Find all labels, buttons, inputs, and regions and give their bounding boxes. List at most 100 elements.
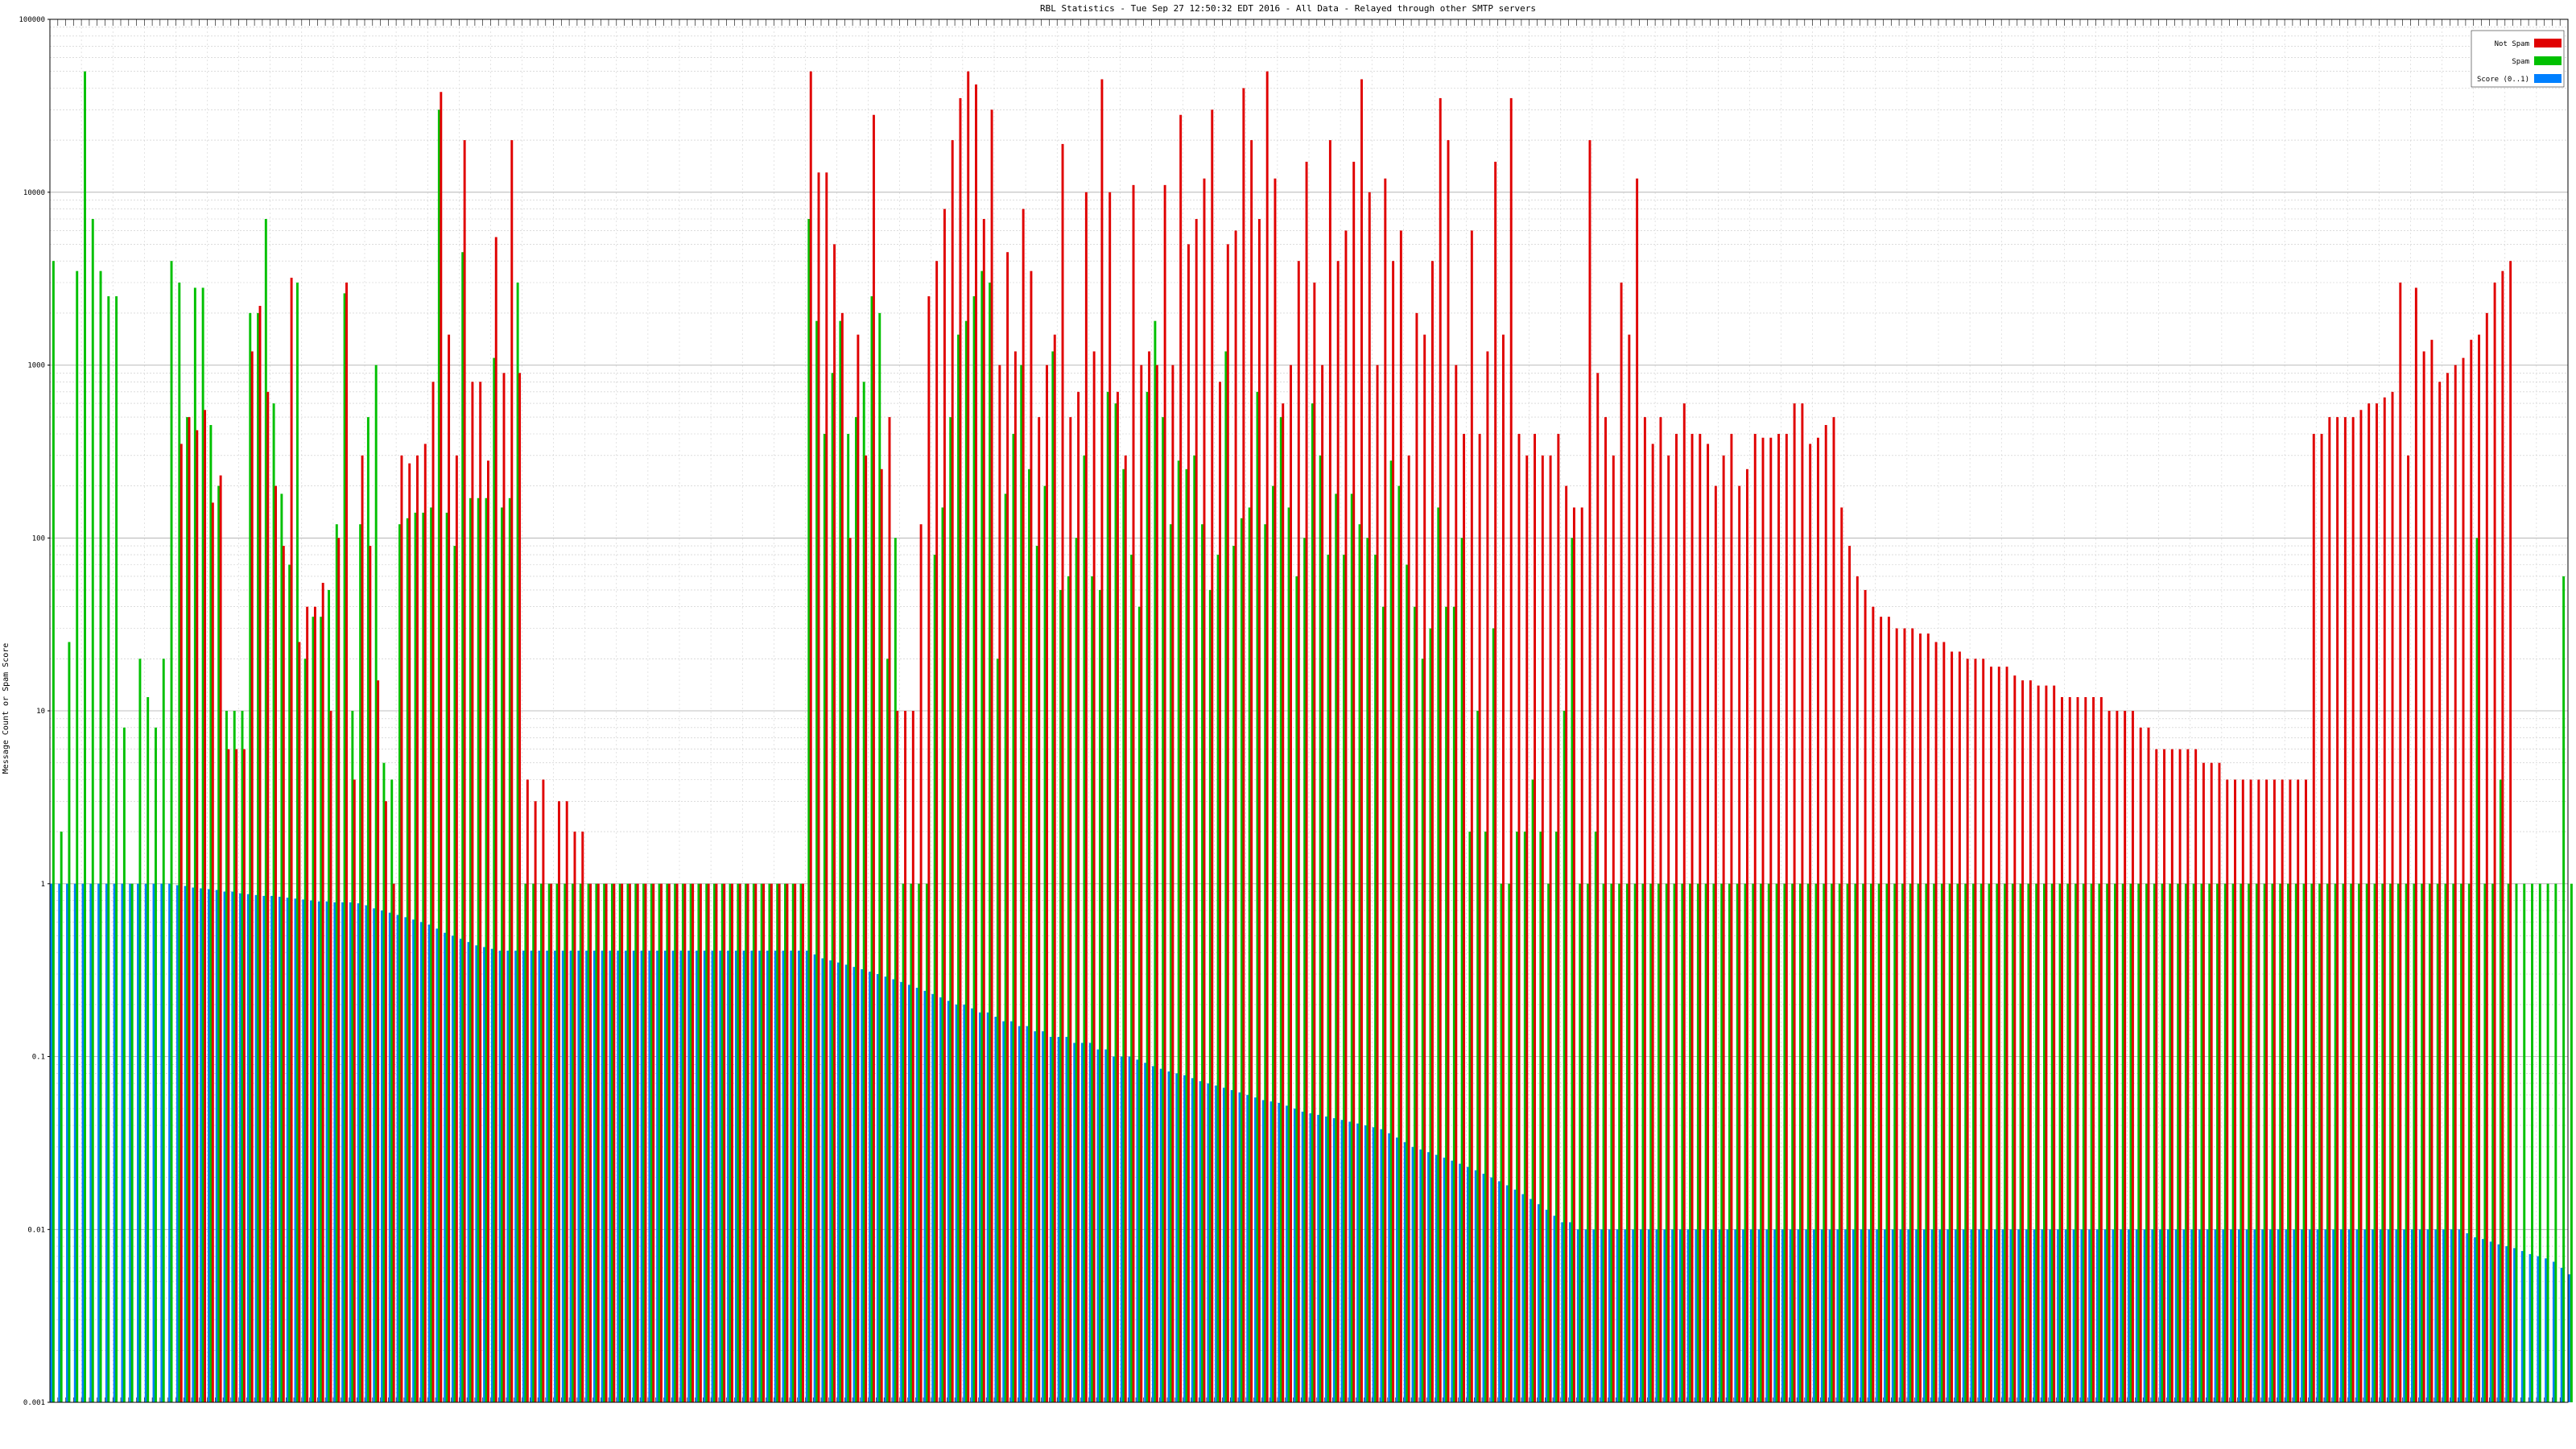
bar-spam [1649,883,1653,1402]
bar-not-spam [1746,469,1748,1402]
bar-score [1978,1229,1981,1402]
bar-not-spam [392,883,395,1402]
bar-not-spam [2178,749,2182,1402]
bar-spam [1988,883,1991,1402]
bar-not-spam [1690,433,1694,1403]
bar-score [1222,1088,1225,1402]
bar-spam [303,658,307,1402]
bar-spam [2027,883,2030,1402]
bar-score [317,901,320,1402]
bar-spam [989,283,992,1402]
bar-spam [2271,883,2274,1402]
bar-not-spam [211,502,214,1403]
bar-score [1797,1229,1800,1402]
bar-not-spam [1753,433,1757,1403]
bar-score [609,950,612,1402]
bar-not-spam [471,382,474,1402]
bar-not-spam [2399,283,2402,1402]
bar-score [1742,1229,1745,1402]
bar-score [2237,1229,2240,1402]
bar-spam [996,658,999,1402]
bar-score [1136,1059,1139,1402]
bar-spam [217,485,221,1402]
bar-score [1317,1114,1320,1402]
legend-swatch-spam [2534,56,2562,65]
y-tick-label: 100000 [19,16,45,24]
bar-not-spam [1974,658,1977,1402]
bar-score [2316,1229,2319,1402]
bar-spam [138,658,142,1402]
bar-spam [539,883,543,1402]
bar-not-spam [2376,403,2378,1402]
bar-spam [1343,555,1345,1402]
bar-spam [1846,883,1849,1402]
bar-spam [2570,883,2573,1402]
bar-spam [980,270,984,1402]
bar-spam [1736,883,1739,1402]
bar-score [175,885,179,1402]
bar-spam [2499,779,2502,1402]
bar-not-spam [1415,312,1418,1403]
bar-spam [1712,883,1715,1402]
bar-score [1396,1137,1398,1402]
y-tick-label: 10 [36,708,45,716]
bar-score [734,950,737,1402]
bar-score [2025,1229,2028,1402]
bar-spam [2145,883,2149,1402]
bar-spam [2082,883,2085,1402]
bar-not-spam [1463,433,1466,1403]
bar-spam [1610,883,1613,1402]
bar-score [2009,1229,2013,1402]
bar-score [1915,1229,1918,1402]
bar-not-spam [1824,424,1827,1402]
bar-score [2552,1261,2555,1402]
bar-score [798,950,801,1402]
bar-spam [1492,628,1495,1402]
bar-spam [1854,883,1857,1402]
bar-spam [1114,403,1117,1402]
bar-not-spam [2328,417,2331,1402]
bar-not-spam [250,351,254,1402]
bar-spam [99,270,102,1402]
bar-spam [1673,883,1676,1402]
bar-score [656,950,659,1402]
bar-spam [1012,433,1015,1403]
bar-spam [186,417,189,1402]
bar-not-spam [967,71,970,1402]
bar-score [436,928,439,1402]
bar-spam [264,219,267,1402]
bar-score [1301,1111,1304,1402]
bar-spam [52,261,55,1403]
bar-spam [941,507,944,1403]
bar-spam [1783,883,1786,1402]
bar-score [349,902,352,1402]
bar-spam [1421,658,1424,1402]
bar-spam [178,283,181,1402]
bar-score [1962,1229,1965,1402]
bar-not-spam [1785,433,1788,1403]
bar-spam [1917,883,1920,1402]
bar-spam [1665,883,1668,1402]
bar-not-spam [825,172,828,1402]
bar-score [2340,1229,2343,1402]
bar-spam [1201,524,1204,1402]
bar-score [1088,1042,1092,1402]
bar-spam [2184,883,2187,1402]
bar-spam [249,312,252,1403]
bar-not-spam [1219,382,1222,1402]
bar-spam [1641,883,1645,1402]
bar-score [498,950,502,1402]
bar-spam [1696,883,1699,1402]
bar-score [1569,1222,1571,1402]
bar-not-spam [455,455,458,1402]
bar-spam [2318,883,2322,1402]
bar-score [1860,1229,1863,1402]
bar-not-spam [1030,270,1033,1402]
legend-label-spam: Spam [2512,58,2529,66]
bar-score [1057,1037,1060,1402]
bar-not-spam [1179,114,1183,1403]
bar-spam [445,512,448,1402]
bar-score [2166,1229,2169,1402]
bar-not-spam [1423,334,1426,1403]
bar-spam [910,883,913,1402]
